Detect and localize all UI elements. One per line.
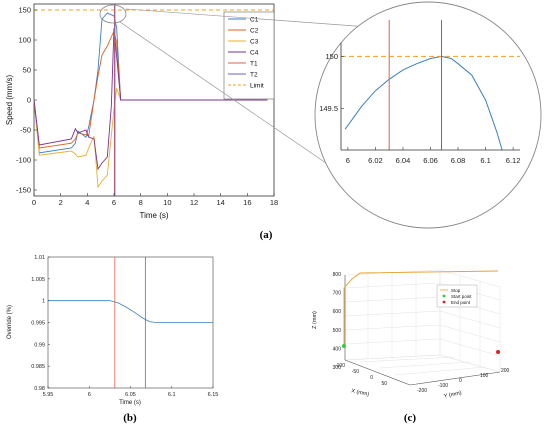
legend-label-t1: T1 bbox=[250, 61, 258, 68]
panel-a-ytick-label: 0 bbox=[27, 96, 31, 105]
panel-c-ytick-label: 200 bbox=[501, 368, 510, 374]
inset-xtick-label: 6.1 bbox=[480, 156, 490, 165]
panel-a-ylabel: Speed (mm/s) bbox=[5, 75, 14, 126]
panel-b-xtick-label: 6.15 bbox=[208, 392, 219, 398]
panel-c-ztick-label: 500 bbox=[333, 328, 342, 334]
legend-label-c4: C4 bbox=[250, 50, 259, 57]
panel-a-ytick-label: 50 bbox=[23, 66, 31, 75]
panel-b-ytick-label: 1.005 bbox=[31, 277, 45, 283]
panel-c-zlabel: Z (mm) bbox=[312, 311, 318, 329]
panel-a-xtick-label: 12 bbox=[190, 198, 198, 207]
end-point-marker bbox=[496, 350, 500, 354]
legend-start-swatch bbox=[442, 294, 446, 298]
panel-a-xtick-label: 10 bbox=[163, 198, 171, 207]
panel-c-xtick-label: 50 bbox=[381, 381, 387, 387]
inset-circle bbox=[314, 1, 542, 229]
panel-b-ytick-label: 1 bbox=[42, 299, 45, 305]
series-c4-line bbox=[33, 27, 268, 171]
panel-a-xtick-label: 8 bbox=[139, 198, 143, 207]
start-point-marker bbox=[342, 344, 346, 348]
panel-c-ytick-label: -200 bbox=[417, 388, 427, 394]
caption-b: (b) bbox=[123, 412, 137, 424]
inset-xtick-label: 6.04 bbox=[396, 156, 411, 165]
legend-end-label: End point bbox=[451, 300, 471, 305]
inset-xtick-label: 6 bbox=[346, 156, 350, 165]
panel-a-ytick-label: -50 bbox=[20, 126, 31, 135]
zoom-ellipse bbox=[99, 4, 127, 24]
panel-c-ylabel: Y (mm) bbox=[443, 390, 462, 400]
inset-ytick-label: 150 bbox=[325, 52, 338, 61]
panel-b-ytick-label: 1.01 bbox=[34, 255, 45, 261]
panel-c-legend-box bbox=[436, 284, 478, 308]
panel-a-ytick-label: -150 bbox=[16, 186, 31, 195]
panel-a-xtick-label: 0 bbox=[32, 198, 36, 207]
legend-start-label: Start point bbox=[451, 294, 472, 299]
panel-c-legend: Stop Start point End point bbox=[436, 284, 478, 308]
panel-b-ytick-label: 0.985 bbox=[31, 364, 45, 370]
series-c2-line bbox=[33, 29, 268, 149]
panel-a-xtick-label: 2 bbox=[59, 198, 63, 207]
panel-a-legend: C1 C2 C3 C4 T1 T2 Limit bbox=[223, 11, 275, 100]
legend-label-c1: C1 bbox=[250, 17, 259, 24]
panel-a-xtick-label: 14 bbox=[216, 198, 224, 207]
panel-c: 300 400 500 600 700 800 -100 -50 0 50 -200 -100 0 1… bbox=[312, 269, 510, 400]
zoom-inset: 6 6.02 6.04 6.06 6.08 6.1 6.12 149.5 150 bbox=[314, 1, 542, 229]
panel-b-xtick-label: 6.05 bbox=[125, 392, 136, 398]
panel-b-ytick-label: 0.99 bbox=[34, 342, 45, 348]
panel-b-ylabel: Override (%) bbox=[7, 305, 13, 339]
panel-c-ztick-label: 300 bbox=[333, 365, 342, 371]
legend-stop-label: Stop bbox=[451, 288, 461, 293]
stop-trajectory bbox=[343, 270, 499, 346]
panel-a-xtick-label: 4 bbox=[85, 198, 89, 207]
legend-end-swatch bbox=[442, 300, 446, 304]
panel-a-xtick-label: 6 bbox=[112, 198, 116, 207]
legend-label-c3: C3 bbox=[250, 39, 259, 46]
legend-box bbox=[223, 11, 275, 100]
panel-c-xtick-label: -100 bbox=[335, 363, 345, 369]
caption-c: (c) bbox=[404, 412, 417, 424]
panel-c-ytick-label: 0 bbox=[459, 378, 462, 384]
series-c3-line bbox=[33, 87, 268, 189]
panel-a-xtick-label: 18 bbox=[270, 198, 278, 207]
panel-c-ztick-label: 700 bbox=[333, 291, 342, 297]
panel-a-xtick-label: 16 bbox=[243, 198, 251, 207]
caption-a: (a) bbox=[260, 229, 273, 241]
legend-label-c2: C2 bbox=[250, 28, 259, 35]
panel-b-ytick-label: 0.98 bbox=[34, 386, 45, 392]
panel-c-ytick-label: 100 bbox=[480, 373, 489, 379]
panel-a-ytick-label: 150 bbox=[18, 6, 31, 15]
legend-label-limit: Limit bbox=[250, 83, 264, 90]
inset-series-c1-line bbox=[344, 55, 503, 151]
panel-c-xtick-label: 0 bbox=[370, 375, 373, 381]
panel-b-xlabel: Time (s) bbox=[119, 400, 141, 406]
panel-b: 5.95 6 6.05 6.1 6.15 0.98 0.985 0.99 0.995 1 1.00… bbox=[7, 255, 218, 406]
panel-c-xlabel: X (mm) bbox=[351, 388, 370, 398]
inset-xtick-label: 6.02 bbox=[368, 156, 383, 165]
panel-b-xtick-label: 6.1 bbox=[168, 392, 176, 398]
panel-b-xtick-label: 5.95 bbox=[43, 392, 54, 398]
panel-c-ztick-label: 800 bbox=[333, 272, 342, 278]
inset-ytick-label: 149.5 bbox=[319, 104, 338, 113]
inset-xtick-label: 6.06 bbox=[423, 156, 438, 165]
panel-c-ztick-label: 400 bbox=[333, 346, 342, 352]
panel-a-ytick-label: 100 bbox=[18, 36, 31, 45]
panel-c-xtick-label: -50 bbox=[352, 369, 359, 375]
panel-c-ytick-label: -100 bbox=[438, 383, 448, 389]
panel-b-xtick-label: 6 bbox=[88, 392, 91, 398]
legend-label-t2: T2 bbox=[250, 72, 258, 79]
inset-xtick-label: 6.08 bbox=[451, 156, 466, 165]
inset-xtick-label: 6.12 bbox=[506, 156, 521, 165]
panel-a-xlabel: Time (s) bbox=[139, 211, 168, 220]
panel-a: 0 2 4 6 8 10 12 14 16 18 -150 -100 -50 0 50 100 150 Tim… bbox=[5, 3, 437, 220]
panel-c-ztick-label: 600 bbox=[333, 309, 342, 315]
panel-a-ytick-label: -100 bbox=[16, 156, 31, 165]
panel-b-ytick-label: 0.995 bbox=[31, 321, 45, 327]
panel-b-series-override-line bbox=[48, 300, 213, 323]
